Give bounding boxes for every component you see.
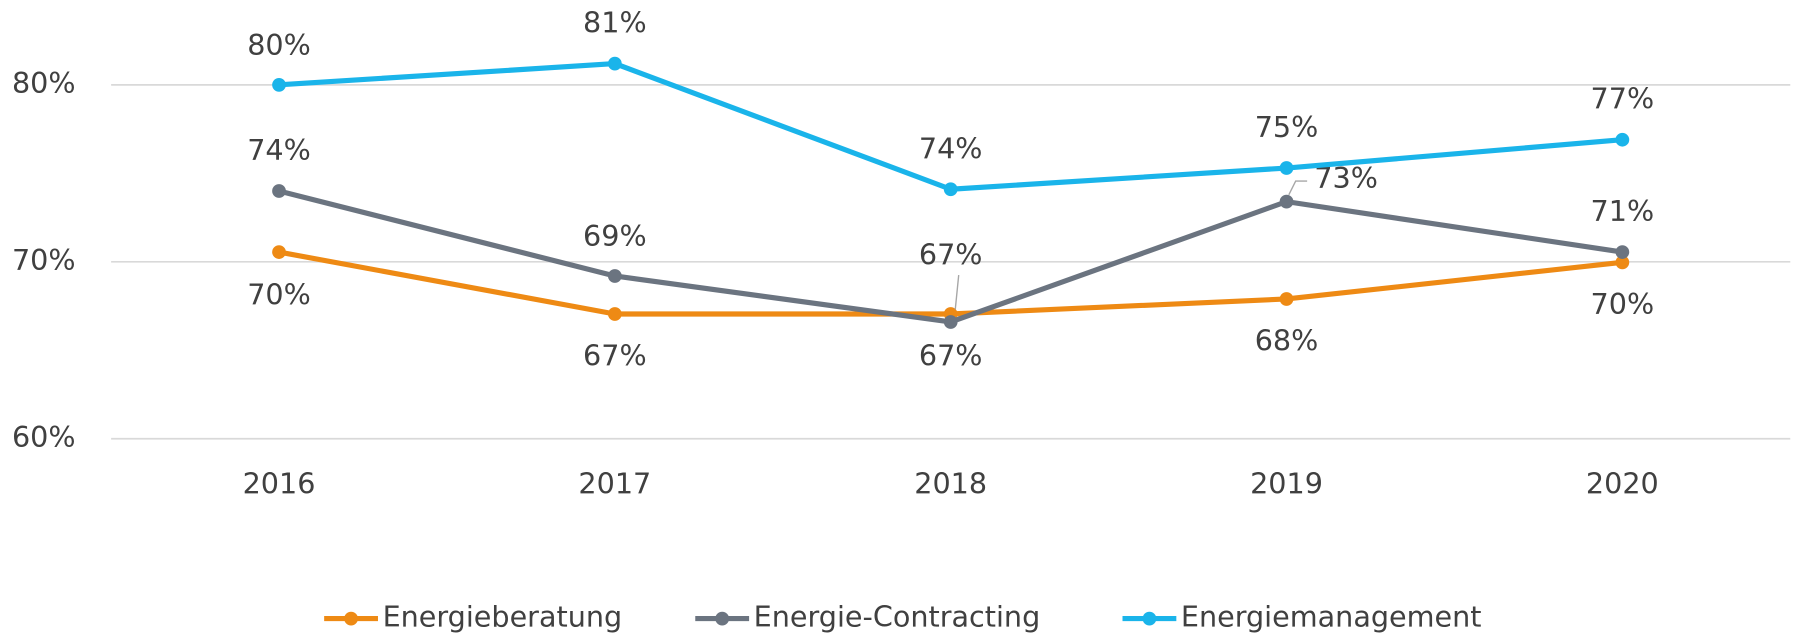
y-tick-label: 80% <box>12 66 76 100</box>
data-label: 74% <box>247 133 311 167</box>
data-label: 70% <box>247 278 311 312</box>
x-tick-label: 2019 <box>1250 467 1323 501</box>
point <box>607 56 622 71</box>
legend-marker <box>715 611 730 626</box>
legend-marker <box>1142 611 1157 626</box>
data-label: 77% <box>1591 82 1655 116</box>
y-tick-label: 60% <box>12 420 76 454</box>
point <box>1279 292 1294 306</box>
data-label: 67% <box>919 338 983 372</box>
point <box>272 77 286 92</box>
point <box>607 307 622 321</box>
point <box>1615 245 1630 259</box>
point <box>1279 194 1294 209</box>
point <box>607 269 622 283</box>
x-tick-label: 2018 <box>914 467 987 501</box>
legend-label: Energiemanagement <box>1181 600 1482 634</box>
y-tick-label: 70% <box>12 243 76 277</box>
point <box>1615 255 1630 270</box>
point <box>943 315 958 329</box>
series-line <box>278 61 1623 192</box>
legend-label: Energieberatung <box>383 600 623 634</box>
data-label: 67% <box>583 339 647 373</box>
x-tick-label: 2017 <box>578 467 651 501</box>
point <box>272 184 286 198</box>
x-tick-label: 2020 <box>1586 467 1659 501</box>
data-label: 74% <box>919 131 983 165</box>
x-tick-label: 2016 <box>243 467 316 501</box>
data-label: 71% <box>1591 194 1655 228</box>
data-label: 69% <box>583 219 647 253</box>
leader-line <box>954 274 960 310</box>
point <box>943 182 958 197</box>
data-label: 68% <box>1255 323 1319 357</box>
data-label: 70% <box>1591 287 1655 321</box>
point <box>272 245 286 259</box>
data-label: 80% <box>247 28 311 62</box>
data-label: 67% <box>919 238 983 272</box>
point <box>1615 132 1630 147</box>
data-label: 81% <box>583 6 647 40</box>
data-label: 75% <box>1255 110 1319 144</box>
legend-marker <box>344 611 358 626</box>
leader-line <box>1288 180 1308 196</box>
point <box>1279 161 1294 175</box>
legend-label: Energie-Contracting <box>754 600 1041 634</box>
